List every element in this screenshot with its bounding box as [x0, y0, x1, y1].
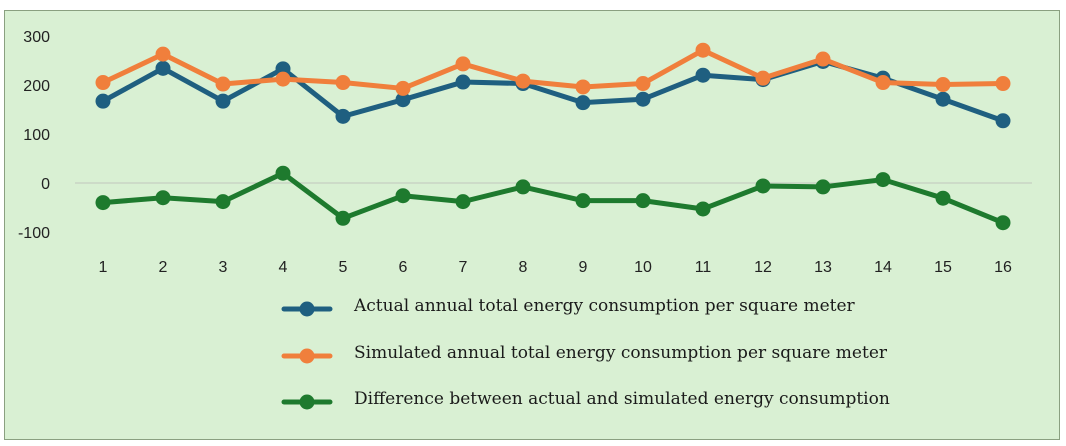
data-point	[575, 193, 591, 209]
series-line	[100, 170, 1006, 226]
legend-item: Difference between actual and simulated …	[281, 389, 890, 410]
data-point	[635, 193, 651, 209]
data-point	[95, 75, 111, 91]
data-point	[215, 76, 231, 92]
data-point	[935, 91, 951, 107]
y-tick-label: 300	[23, 29, 50, 46]
x-tick-label: 7	[459, 259, 468, 276]
data-point	[515, 179, 531, 195]
data-point	[875, 75, 891, 91]
x-tick-label: 9	[579, 259, 588, 276]
legend-marker	[299, 394, 315, 410]
series-2	[95, 42, 1011, 96]
data-point	[395, 188, 411, 204]
data-point	[155, 60, 171, 76]
x-axis-tick-labels: 1 2 3 4 5 6 7 8 9 10 11 12 13 14 15 16	[99, 259, 1012, 276]
data-point	[995, 215, 1011, 231]
data-point	[815, 179, 831, 195]
legend-label: Simulated annual total energy consumptio…	[354, 343, 888, 363]
data-point	[155, 190, 171, 206]
x-tick-label: 11	[695, 259, 712, 276]
data-point	[695, 201, 711, 217]
y-tick-label: 0	[41, 176, 50, 193]
x-tick-label: 3	[219, 259, 228, 276]
series-line	[100, 58, 1006, 124]
data-point	[635, 76, 651, 92]
data-point	[455, 74, 471, 90]
data-point	[455, 56, 471, 72]
data-point	[995, 113, 1011, 129]
series-layer	[95, 42, 1011, 231]
data-point	[275, 165, 291, 181]
x-tick-label: 4	[279, 259, 288, 276]
y-axis-tick-labels: 300 200 100 0 -100	[18, 29, 50, 242]
data-point	[935, 190, 951, 206]
data-point	[935, 77, 951, 93]
data-point	[575, 95, 591, 111]
data-point	[515, 73, 531, 89]
data-point	[695, 42, 711, 58]
x-tick-label: 2	[159, 259, 168, 276]
x-tick-label: 13	[814, 259, 832, 276]
data-point	[695, 67, 711, 83]
x-tick-label: 14	[874, 259, 892, 276]
data-point	[995, 76, 1011, 92]
x-tick-label: 6	[399, 259, 408, 276]
data-point	[395, 92, 411, 108]
x-tick-label: 1	[99, 259, 108, 276]
data-point	[815, 51, 831, 67]
y-tick-label: -100	[18, 225, 50, 242]
legend-label: Difference between actual and simulated …	[354, 389, 890, 409]
data-point	[635, 91, 651, 107]
x-tick-label: 5	[339, 259, 348, 276]
data-point	[335, 210, 351, 226]
series-3	[95, 165, 1011, 231]
x-tick-label: 12	[754, 259, 772, 276]
legend-label: Actual annual total energy consumption p…	[353, 296, 856, 316]
x-tick-label: 8	[519, 259, 528, 276]
data-point	[215, 194, 231, 210]
data-point	[335, 108, 351, 124]
x-tick-label: 16	[994, 259, 1012, 276]
legend-marker	[299, 348, 315, 364]
data-point	[395, 80, 411, 96]
data-point	[275, 61, 291, 77]
data-point	[275, 71, 291, 87]
x-tick-label: 15	[934, 259, 952, 276]
x-tick-label: 10	[634, 259, 652, 276]
data-point	[215, 93, 231, 109]
data-point	[95, 195, 111, 211]
legend-item: Simulated annual total energy consumptio…	[281, 343, 888, 364]
data-point	[95, 93, 111, 109]
series-1	[95, 53, 1011, 129]
data-point	[575, 79, 591, 95]
data-point	[755, 70, 771, 86]
y-tick-label: 100	[23, 127, 50, 144]
data-point	[155, 46, 171, 62]
legend-item: Actual annual total energy consumption p…	[281, 296, 856, 317]
legend: Actual annual total energy consumption p…	[281, 296, 890, 410]
data-point	[875, 172, 891, 188]
legend-marker	[299, 301, 315, 317]
data-point	[755, 178, 771, 194]
y-tick-label: 200	[23, 78, 50, 95]
data-point	[335, 75, 351, 91]
series-line	[100, 47, 1006, 91]
data-point	[455, 194, 471, 210]
